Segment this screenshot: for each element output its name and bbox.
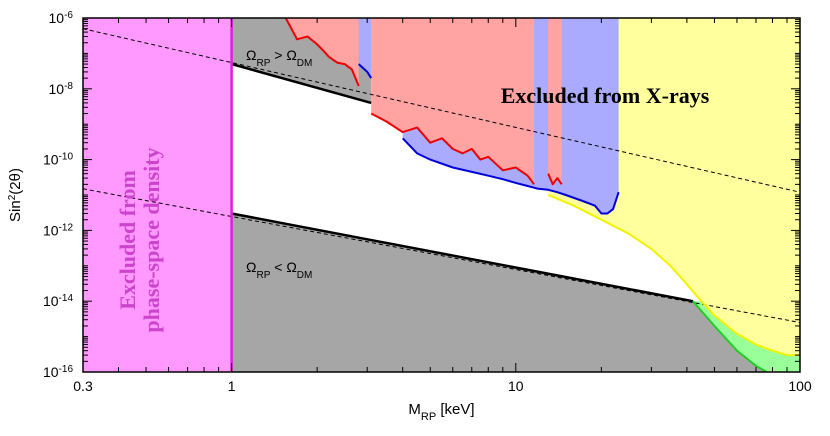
grey-region-lower: [231, 213, 800, 372]
phase-space-annotation: Excluded fromphase-space density: [115, 147, 164, 332]
x-tick-label: 10: [508, 378, 524, 394]
axes: 0.3 1 10 100 10-16 10-14 10-12 10-10 10-8 10-6 MRP…: [7, 10, 812, 424]
y-tick-label: 10-14: [43, 293, 73, 310]
x-axis-title: MRP [keV]: [408, 401, 474, 423]
green-region: [692, 301, 800, 372]
red-line-b: [370, 112, 535, 185]
red-region-b: [371, 18, 535, 185]
phase-space-region: [83, 18, 232, 372]
blue-line-a: [358, 63, 373, 79]
x-tick-label: 100: [788, 378, 812, 394]
upper-dashed-line: [83, 28, 800, 193]
excluded-regions: [83, 18, 800, 372]
x-tick-label: 0.3: [73, 378, 93, 394]
y-tick-label: 10-10: [43, 151, 73, 168]
lower-black-line: [231, 212, 694, 303]
xrays-annotation: Excluded from X-rays: [501, 83, 710, 108]
blue-region-a: [358, 18, 372, 79]
bound-lines: [83, 18, 800, 372]
omega-lower-annotation: ΩRP < ΩDM: [246, 259, 312, 281]
blue-line-main: [401, 137, 620, 215]
omega-upper-annotation: ΩRP > ΩDM: [246, 47, 312, 69]
upper-black-line: [231, 62, 372, 105]
lower-dashed-line: [83, 188, 800, 323]
y-tick-label: 10-6: [49, 10, 74, 27]
y-tick-label: 10-16: [43, 364, 73, 381]
y-axis-title: Sin2(2θ): [7, 168, 25, 222]
red-region-c: [548, 18, 562, 185]
green-boundary-line: [692, 300, 769, 372]
y-tick-label: 10-12: [43, 222, 73, 239]
yellow-boundary-line: [547, 194, 800, 357]
y-tick-label: 10-8: [49, 80, 74, 97]
annotations: ΩRP > ΩDM ΩRP < ΩDM Excluded from X-rays Ex…: [115, 47, 710, 333]
red-line-a: [284, 18, 360, 87]
red-region-a: [285, 18, 359, 86]
red-line-c: [547, 173, 563, 186]
x-tick-label: 1: [228, 378, 236, 394]
